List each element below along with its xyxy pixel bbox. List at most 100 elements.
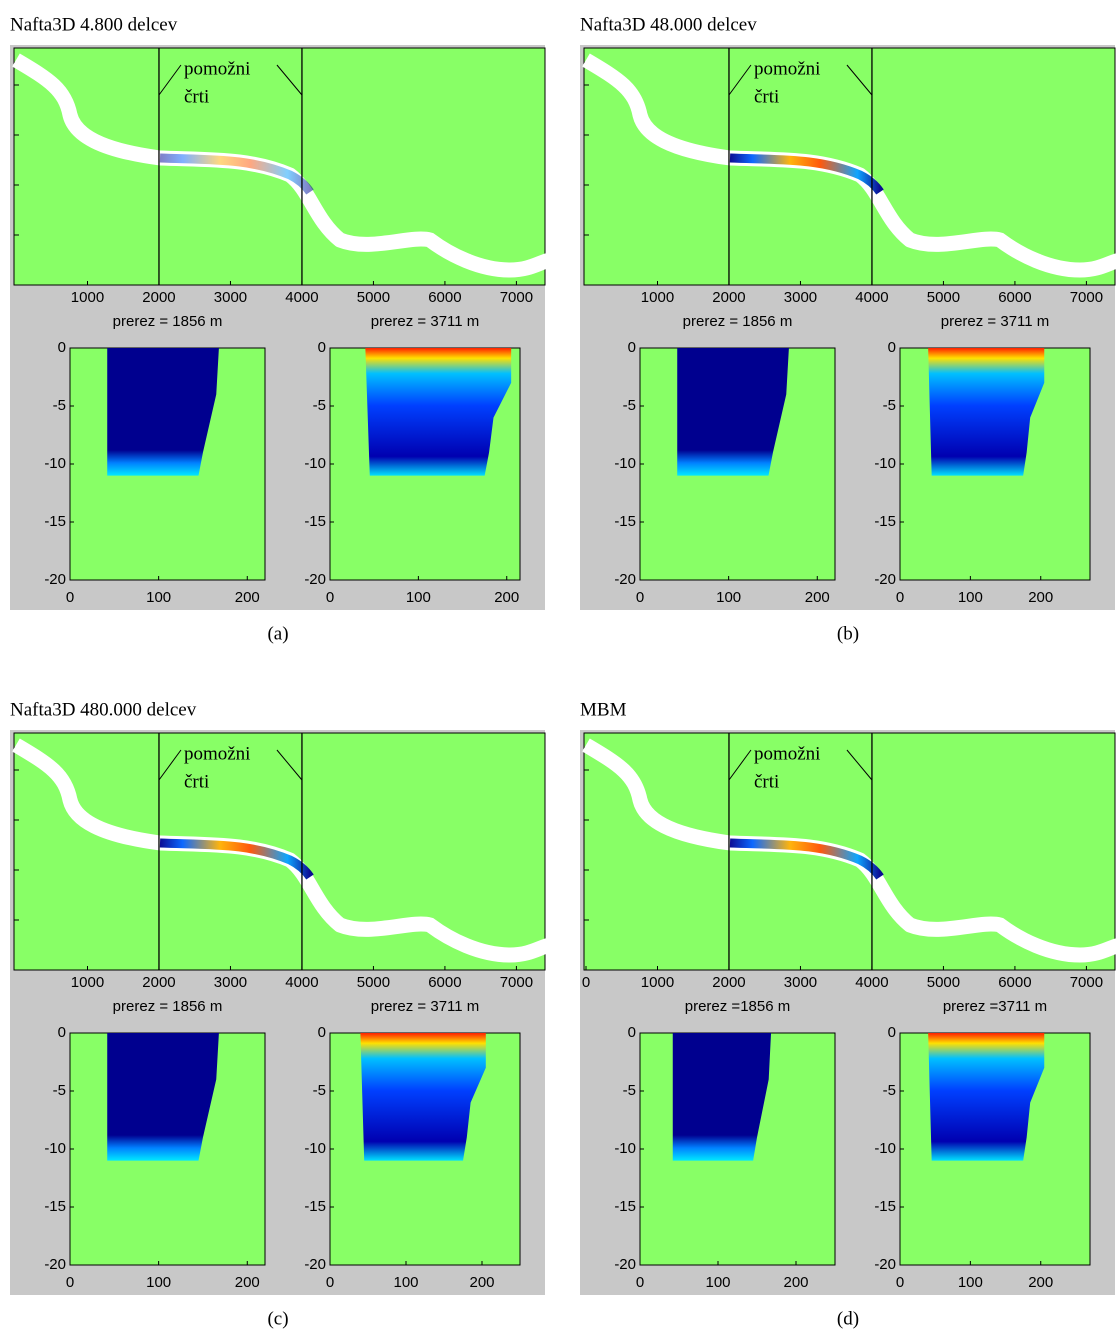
section-title: prerez = 3711 m [941,313,1050,330]
x-tick-label: 100 [146,589,171,606]
y-tick-label: -20 [304,1256,326,1273]
section-title: prerez = 1856 m [683,313,793,330]
map-x-tick-label: 3000 [784,289,817,306]
y-tick-label: -5 [313,1082,326,1099]
y-tick-label: -5 [53,1082,66,1099]
map-x-tick-label: 6000 [428,289,461,306]
panel-title: Nafta3D 48.000 delcev [580,14,757,35]
y-tick-label: -20 [44,571,66,588]
x-tick-label: 0 [636,589,644,606]
map-x-tick-label: 5000 [357,974,390,991]
x-tick-label: 200 [235,589,260,606]
section-title: prerez = 1856 m [113,998,223,1015]
section-title: prerez = 3711 m [371,313,480,330]
y-tick-label: -20 [874,1256,896,1273]
map-x-tick-label: 3000 [214,289,247,306]
map-x-tick-label: 1000 [71,974,104,991]
panel-caption: (c) [267,1308,288,1329]
y-tick-label: 0 [58,1024,66,1041]
annotation-leader [158,749,303,781]
map-x-tick-label: 6000 [998,289,1031,306]
map-x-tick-label: 4000 [285,289,318,306]
y-tick-label: 0 [628,1024,636,1041]
x-tick-label: 100 [705,1274,730,1291]
y-tick-label: -5 [313,397,326,414]
map-x-tick-label: 2000 [712,289,745,306]
map-x-tick-label: 1000 [71,289,104,306]
map-x-tick-label: 4000 [855,974,888,991]
y-tick-label: -20 [614,1256,636,1273]
map-x-tick-label: 3000 [784,974,817,991]
y-tick-label: -15 [44,1198,66,1215]
y-tick-label: -15 [874,1198,896,1215]
panel-title: Nafta3D 480.000 delcev [10,699,197,720]
y-tick-label: -5 [623,1082,636,1099]
y-tick-label: -15 [874,513,896,530]
x-tick-label: 200 [235,1274,260,1291]
x-tick-label: 200 [469,1274,494,1291]
y-tick-label: 0 [888,1024,896,1041]
y-tick-label: -20 [44,1256,66,1273]
x-tick-label: 100 [716,589,741,606]
map-x-tick-label: 6000 [998,974,1031,991]
y-tick-label: -10 [44,1140,66,1157]
x-tick-label: 200 [805,589,830,606]
annotation-leader [158,64,303,96]
oil-distribution [107,348,219,476]
map-x-tick-label: 5000 [927,974,960,991]
oil-plume [729,838,884,880]
x-tick-label: 200 [783,1274,808,1291]
oil-distribution [365,348,512,476]
panel-title: Nafta3D 4.800 delcev [10,14,178,35]
panel-caption: (a) [267,623,288,644]
map-x-tick-label: 3000 [214,974,247,991]
y-tick-label: 0 [888,339,896,356]
map-x-tick-label: 7000 [500,289,533,306]
annotation: pomožni [754,743,821,764]
map-x-tick-label: 2000 [142,974,175,991]
map-x-tick-label: 2000 [142,289,175,306]
annotation: črti [754,86,779,107]
y-tick-label: 0 [318,1024,326,1041]
section-title: prerez =1856 m [685,998,790,1015]
map-x-tick-label: 7000 [1070,289,1103,306]
map-x-tick-label: 6000 [428,974,461,991]
y-tick-label: -5 [53,397,66,414]
map-x-tick-label: 1000 [641,974,674,991]
y-tick-label: 0 [58,339,66,356]
oil-distribution [928,348,1045,476]
panel-caption: (d) [837,1308,859,1329]
map-x-tick-label: 7000 [500,974,533,991]
x-tick-label: 0 [636,1274,644,1291]
x-tick-label: 0 [326,589,334,606]
section-title: prerez = 3711 m [371,998,480,1015]
y-tick-label: -10 [614,1140,636,1157]
y-tick-label: -10 [614,455,636,472]
x-tick-label: 0 [326,1274,334,1291]
section-title: prerez = 1856 m [113,313,223,330]
map-x-tick-label: 5000 [927,289,960,306]
x-tick-label: 200 [1028,1274,1053,1291]
y-tick-label: 0 [318,339,326,356]
x-tick-label: 200 [1028,589,1053,606]
map-x-tick-label: 4000 [855,289,888,306]
y-tick-label: -15 [614,1198,636,1215]
y-tick-label: -10 [304,455,326,472]
oil-plume [159,838,314,880]
oil-plume [729,153,884,195]
y-tick-label: -10 [44,455,66,472]
x-tick-label: 0 [896,1274,904,1291]
map-x-tick-label: 1000 [641,289,674,306]
annotation: pomožni [754,58,821,79]
y-tick-label: -5 [883,1082,896,1099]
map-x-tick-label: 0 [582,974,590,991]
x-tick-label: 0 [896,589,904,606]
x-tick-label: 0 [66,589,74,606]
oil-distribution [677,348,789,476]
annotation: črti [754,771,779,792]
